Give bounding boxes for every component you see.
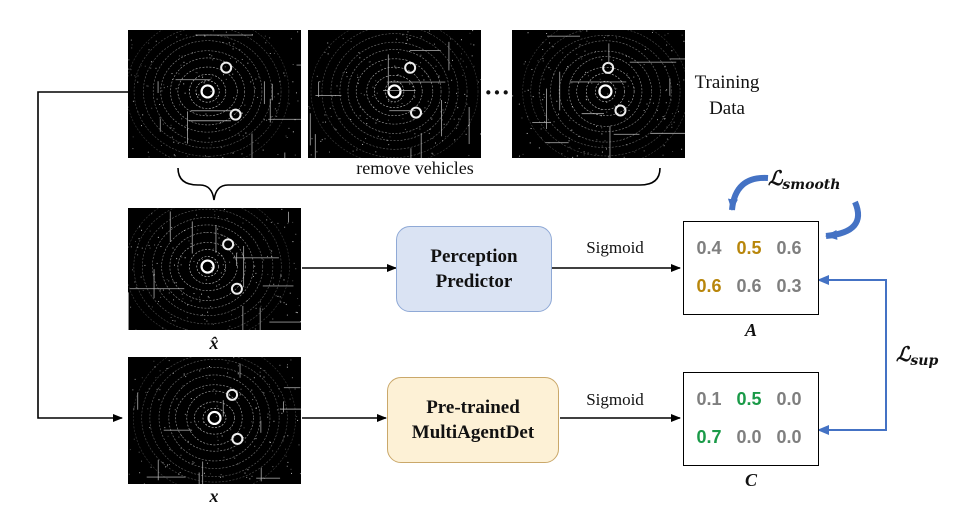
matrix-c-cell: 0.0	[776, 389, 802, 409]
x-hat-label: x̂	[209, 333, 219, 353]
matrix-c: 0.1 0.5 0.0 0.7 0.0 0.0	[683, 372, 819, 466]
loss-smooth-subscript: smooth	[782, 177, 841, 193]
matrix-a-cell: 0.3	[776, 276, 802, 296]
loss-sup-subscript: sup	[910, 353, 939, 369]
lsup-bracket	[822, 279, 887, 431]
sigmoid-label-top: Sigmoid	[586, 238, 644, 257]
training-data-label-line1: Training	[694, 72, 760, 93]
perception-predictor-line2: Predictor	[435, 271, 513, 292]
loss-smooth-symbol: ℒ	[768, 166, 783, 190]
loss-smooth: ℒsmooth	[768, 166, 840, 193]
matrix-a-cell: 0.5	[736, 238, 762, 258]
pretrained-line2: MultiAgentDet	[411, 422, 535, 443]
matrix-a-cell: 0.6	[776, 238, 802, 258]
pretrained-line1: Pre-trained	[426, 397, 520, 418]
loss-sup-symbol: ℒ	[896, 342, 911, 366]
x-lidar-image	[128, 357, 301, 484]
perception-predictor-box: Perception Predictor	[396, 226, 552, 312]
remove-vehicles-brace	[177, 167, 661, 201]
matrix-c-cell: 0.7	[696, 427, 722, 447]
sigmoid-label-bottom: Sigmoid	[586, 390, 644, 409]
matrix-a-cell: 0.6	[696, 276, 722, 296]
lsmooth-arrow-right	[825, 200, 862, 240]
matrix-c-label: C	[744, 470, 757, 490]
matrix-a-cell: 0.6	[736, 276, 762, 296]
matrix-a-cell: 0.4	[696, 238, 722, 258]
matrix-c-cell: 0.0	[736, 427, 762, 447]
lsmooth-arrow-left	[727, 174, 769, 211]
ellipsis: ···	[483, 78, 510, 107]
loss-sup: ℒsup	[896, 342, 938, 369]
x-label: x	[209, 486, 219, 506]
training-lidar-image-2	[308, 30, 481, 158]
training-data-label-line2: Data	[709, 98, 745, 119]
matrix-a: 0.4 0.5 0.6 0.6 0.6 0.3	[683, 221, 819, 315]
matrix-c-cell: 0.1	[696, 389, 722, 409]
xhat-lidar-image	[128, 208, 301, 330]
remove-vehicles-label: remove vehicles	[356, 158, 474, 178]
training-lidar-image-3	[512, 30, 685, 158]
matrix-a-label: A	[744, 320, 757, 340]
pretrained-multiagentdet-box: Pre-trained MultiAgentDet	[387, 377, 559, 463]
perception-predictor-line1: Perception	[430, 246, 518, 267]
training-lidar-image-1	[128, 30, 301, 158]
training-to-x-arrow	[37, 91, 128, 422]
matrix-c-cell: 0.0	[776, 427, 802, 447]
matrix-c-cell: 0.5	[736, 389, 762, 409]
